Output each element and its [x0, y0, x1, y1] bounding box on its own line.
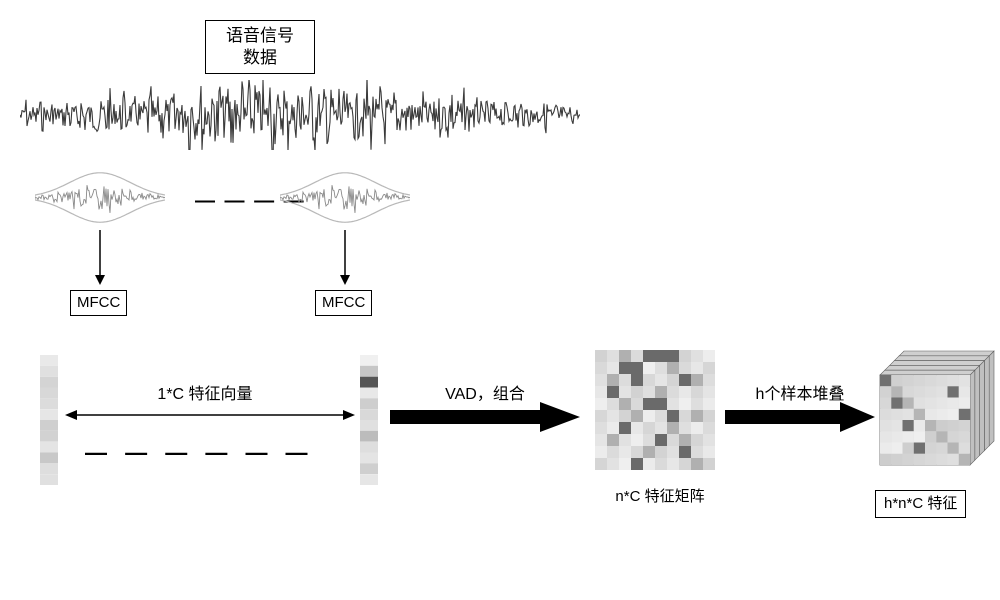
- cube-label: h*n*C 特征: [875, 490, 966, 518]
- vad-label: VAD，组合: [415, 380, 555, 404]
- mfcc-text-2: MFCC: [322, 294, 365, 311]
- lower-dash: — — — — — —: [85, 440, 314, 466]
- window-wave-1: [35, 170, 165, 225]
- feature-cube: [875, 340, 1000, 470]
- mfcc-bar-2: [360, 355, 378, 485]
- mfcc-label-1: MFCC: [70, 290, 127, 316]
- main-waveform: [20, 80, 580, 150]
- down-arrow-2: [335, 230, 355, 285]
- stack-label: h个样本堆叠: [730, 380, 870, 404]
- title-text: 语音信号 数据: [226, 26, 294, 67]
- feature-vector-label: 1*C 特征向量: [110, 380, 300, 404]
- title-box: 语音信号 数据: [205, 20, 315, 74]
- diagram-canvas: 语音信号 数据 — — — — MFCC MFCC 1*C 特: [20, 20, 980, 580]
- mfcc-text-1: MFCC: [77, 294, 120, 311]
- mfcc-label-2: MFCC: [315, 290, 372, 316]
- matrix-label: n*C 特征矩阵: [590, 485, 730, 506]
- window-wave-2: [280, 170, 410, 225]
- mfcc-bar-1: [40, 355, 58, 485]
- thick-arrow-2: [725, 402, 875, 432]
- down-arrow-1: [90, 230, 110, 285]
- cube-label-text: h*n*C 特征: [884, 495, 957, 512]
- feature-matrix: [595, 350, 715, 470]
- thick-arrow-1: [390, 402, 580, 432]
- double-arrow: [65, 405, 355, 425]
